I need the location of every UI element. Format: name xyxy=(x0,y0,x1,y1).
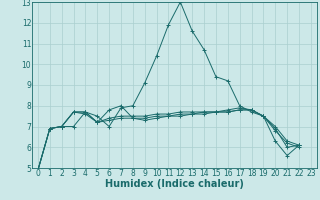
X-axis label: Humidex (Indice chaleur): Humidex (Indice chaleur) xyxy=(105,179,244,189)
